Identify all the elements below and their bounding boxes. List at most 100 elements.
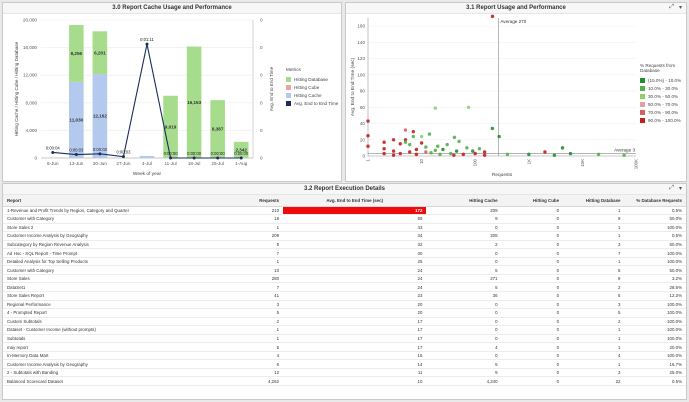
table-cell: 1 <box>235 334 284 344</box>
table-row[interactable]: DataSet1 7 24 5 0 2 28.6% <box>3 282 686 292</box>
table-cell: 0 <box>501 231 564 241</box>
legend-item[interactable]: 70.0% - 90.0% <box>640 108 686 116</box>
column-header[interactable]: % Database Requests <box>624 195 686 207</box>
table-cell: 1 <box>235 325 284 335</box>
avg-time-point <box>216 156 220 160</box>
table-row[interactable]: Detailed Analysis for Top Selling Produc… <box>3 257 686 267</box>
legend-item[interactable]: 90.0% - 100.0% <box>640 116 686 124</box>
y-tick-label: 100 <box>357 72 365 77</box>
table-cell: 209 <box>235 231 284 241</box>
table-row[interactable]: Dataset - Customer Income (without promp… <box>3 325 686 335</box>
chevron-down-icon[interactable]: ▾ <box>678 5 682 11</box>
bar-hitting-database <box>69 24 84 82</box>
table-cell: 5 <box>426 282 502 292</box>
scatter-point <box>433 106 437 110</box>
y-tick-label: 4,000 <box>26 128 38 133</box>
legend-swatch <box>286 100 291 106</box>
legend-item[interactable]: (15.0%) - 10.0% <box>640 76 686 84</box>
table-row[interactable]: Ad Hoc - SQL Report - Time Prompt 7 30 0 0 7 1… <box>3 248 686 258</box>
table-cell: 0 <box>501 368 564 378</box>
scatter-point <box>543 150 547 154</box>
table-row[interactable]: 4 - Prompted Report 5 20 0 0 5 100.0% <box>3 308 686 318</box>
table-row[interactable]: Subtotals 1 17 0 0 1 100.0% <box>3 334 686 344</box>
table-cell: 20.0% <box>624 342 686 352</box>
legend-item[interactable]: Hitting Cube <box>286 83 342 91</box>
legend-item[interactable]: 10.0% - 30.0% <box>640 84 686 92</box>
table-cell: 0 <box>426 334 502 344</box>
column-header[interactable]: Avg. End to End Time (sec) <box>283 195 427 207</box>
table-row[interactable]: may report 5 17 4 0 1 20.0% <box>3 342 686 352</box>
scatter-point <box>622 153 626 157</box>
table-cell: 9 <box>563 214 625 224</box>
table-row[interactable]: Customer with Category 18 59 9 0 9 50.0% <box>3 214 686 224</box>
table-row[interactable]: Subcategory by Region Revenue Analysis 5 3… <box>3 240 686 250</box>
scatter-point <box>457 139 461 144</box>
table-row[interactable]: In-Memory Data Mart 4 15 0 0 4 100.0% <box>3 351 686 361</box>
table-cell: 210 <box>235 206 284 216</box>
table-row[interactable]: 1-Revenue and Profit Trends by Region, C… <box>3 206 686 216</box>
legend-item[interactable]: 50.0% - 70.0% <box>640 100 686 108</box>
x-tick-label: 6-Jun <box>47 161 59 166</box>
table-cell: 34 <box>283 231 427 241</box>
table-cell: 0 <box>426 325 502 335</box>
table-row[interactable]: Customer Income Analysis by Geography 6 14… <box>3 359 686 369</box>
legend-title: Metrics <box>286 67 301 72</box>
table-cell: 0 <box>501 282 564 292</box>
table-cell: 25 <box>283 257 427 267</box>
table-cell: 4,262 <box>235 376 284 386</box>
table-row[interactable]: Customer Income Analysis by Geography 209… <box>3 231 686 241</box>
legend-swatch <box>640 77 645 83</box>
scatter-point <box>482 153 487 157</box>
table-cell: 0 <box>501 214 564 224</box>
table-row[interactable]: Store Sales Report 41 23 36 0 5 12.2% <box>3 291 686 301</box>
legend-swatch <box>640 93 645 99</box>
cache-usage-chart: 0 4,000 8,000 12,000 16,000 20,000 0 0 0 0 0 0 Hitti… <box>14 18 274 178</box>
column-header[interactable]: Hitting Cube <box>501 195 564 207</box>
table-header-row: Report Requests Avg. End to End Time (sec)… <box>3 195 686 207</box>
table-row[interactable]: Balanced Scorecard Dataset 4,262 10 4,240 0 2… <box>3 376 686 386</box>
legend-item[interactable]: Hitting Database <box>286 75 342 83</box>
x-tick-label: 11-Jul <box>164 161 176 166</box>
column-header[interactable]: Hitting Database <box>563 195 625 207</box>
table-cell: 23 <box>283 291 427 301</box>
legend-item[interactable]: 30.0% - 50.0% <box>640 92 686 100</box>
table-cell: 5 <box>426 359 502 369</box>
y-tick-label: 40 <box>360 121 366 126</box>
table-row[interactable]: Store Sales 280 24 271 0 9 3.2% <box>3 274 686 284</box>
legend-label: 70.0% - 90.0% <box>648 109 679 115</box>
table-cell: 0 <box>501 300 564 310</box>
table-cell: 10 <box>283 376 427 386</box>
column-header[interactable]: Hitting Cache <box>426 195 502 207</box>
column-header[interactable]: Report <box>3 195 236 207</box>
expand-icon[interactable]: ⤢ <box>669 4 674 10</box>
y-tick-label: 8,000 <box>26 100 38 105</box>
bar-data-label: 8,387 <box>212 127 224 132</box>
table-cell: 7 <box>235 282 284 292</box>
avg-time-label: 0:00:00 <box>164 151 179 156</box>
table-row[interactable]: Custom Subtotals 2 17 0 0 2 100.0% <box>3 317 686 327</box>
scatter-point <box>505 152 510 157</box>
table-row[interactable]: Store Sales 2 1 43 0 0 1 100.0% <box>3 223 686 233</box>
legend-swatch <box>286 84 291 90</box>
table-cell: 4 <box>426 342 502 352</box>
table-row[interactable]: 2 - Subtotals with Banding 12 11 9 0 3 25.0% <box>3 368 686 378</box>
bar-hitting-cache <box>139 155 155 158</box>
scatter-point <box>391 153 396 157</box>
avg-time-label: 0:00:00 <box>187 151 202 156</box>
scatter-point <box>433 148 437 153</box>
table-cell: 0 <box>501 274 564 284</box>
expand-icon[interactable]: ⤢ <box>669 185 674 191</box>
table-cell: 6 <box>235 359 284 369</box>
scatter-point <box>482 150 487 154</box>
table-row[interactable]: Regional Performance 3 20 0 0 3 100.0% <box>3 300 686 310</box>
chevron-down-icon[interactable]: ▾ <box>678 186 682 192</box>
x-tick-label: 1K <box>526 159 531 164</box>
legend-item[interactable]: Avg. End to End Time <box>286 99 342 107</box>
table-row[interactable]: Customer with Category 10 24 5 0 5 50.0% <box>3 265 686 275</box>
y-tick-label: 20,000 <box>23 18 37 23</box>
column-header[interactable]: Requests <box>235 195 284 207</box>
right-axis-label: Avg. End to End Time <box>269 66 274 111</box>
table-cell: 4 <box>235 351 284 361</box>
x-tick-label: 20-Jun <box>93 161 107 166</box>
legend-item[interactable]: Hitting Cache <box>286 91 342 99</box>
